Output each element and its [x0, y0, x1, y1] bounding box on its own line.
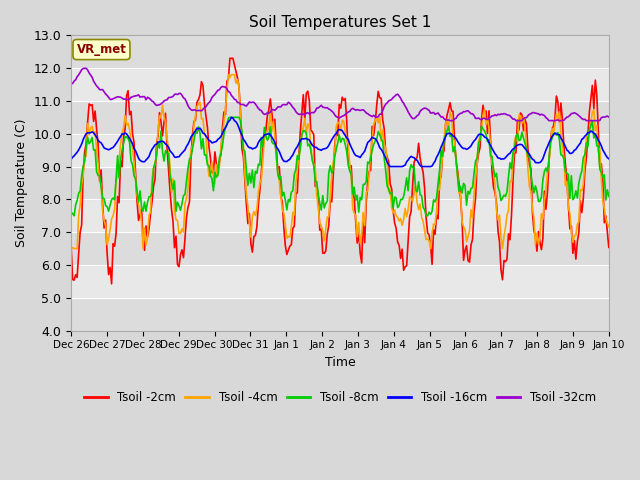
Line: Tsoil -8cm: Tsoil -8cm [71, 117, 609, 216]
Tsoil -16cm [247, 145, 255, 151]
Bar [71, 232, 609, 265]
Tsoil -2cm [605, 244, 612, 250]
Tsoil -32cm [256, 107, 264, 113]
Tsoil -2cm [230, 62, 238, 68]
Tsoil -16cm [228, 114, 236, 120]
Tsoil -4cm [229, 72, 237, 78]
Tsoil -16cm [605, 156, 612, 162]
Tsoil -32cm [83, 65, 90, 71]
Tsoil -32cm [446, 118, 454, 123]
Tsoil -32cm [229, 94, 237, 100]
Tsoil -8cm [70, 213, 78, 219]
Tsoil -8cm [230, 114, 238, 120]
Bar [71, 199, 609, 232]
Tsoil -8cm [248, 167, 256, 173]
Bar [71, 298, 609, 331]
Tsoil -32cm [605, 114, 612, 120]
Tsoil -2cm [248, 249, 256, 255]
Tsoil -16cm [229, 115, 237, 121]
Tsoil -16cm [578, 136, 586, 142]
Tsoil -8cm [257, 135, 265, 141]
Tsoil -2cm [67, 244, 75, 250]
Bar [71, 167, 609, 199]
Line: Tsoil -16cm: Tsoil -16cm [71, 117, 609, 167]
Tsoil -32cm [247, 100, 255, 106]
Bar [71, 68, 609, 101]
Line: Tsoil -32cm: Tsoil -32cm [71, 68, 609, 120]
Tsoil -2cm [578, 210, 586, 216]
Tsoil -2cm [134, 217, 142, 223]
Tsoil -4cm [67, 246, 75, 252]
Tsoil -4cm [133, 192, 141, 198]
Y-axis label: Soil Temperature (C): Soil Temperature (C) [15, 119, 28, 247]
Tsoil -8cm [134, 199, 142, 205]
Tsoil -4cm [225, 72, 232, 78]
Tsoil -8cm [578, 168, 586, 174]
Tsoil -32cm [67, 81, 75, 87]
Tsoil -32cm [578, 116, 586, 121]
Tsoil -16cm [387, 164, 394, 169]
Title: Soil Temperatures Set 1: Soil Temperatures Set 1 [249, 15, 431, 30]
Bar [71, 36, 609, 68]
Tsoil -16cm [133, 152, 141, 157]
Text: VR_met: VR_met [77, 43, 127, 56]
Tsoil -16cm [67, 156, 75, 162]
X-axis label: Time: Time [324, 356, 355, 369]
Tsoil -4cm [304, 121, 312, 127]
Tsoil -32cm [304, 110, 312, 116]
Tsoil -16cm [256, 137, 264, 143]
Line: Tsoil -4cm: Tsoil -4cm [71, 75, 609, 249]
Tsoil -4cm [256, 180, 264, 186]
Tsoil -2cm [257, 170, 265, 176]
Tsoil -2cm [305, 97, 313, 103]
Bar [71, 265, 609, 298]
Tsoil -4cm [247, 234, 255, 240]
Line: Tsoil -2cm: Tsoil -2cm [71, 58, 609, 284]
Tsoil -8cm [226, 114, 234, 120]
Tsoil -4cm [577, 187, 584, 192]
Tsoil -2cm [108, 281, 115, 287]
Tsoil -8cm [605, 193, 612, 199]
Tsoil -8cm [67, 209, 75, 215]
Tsoil -2cm [226, 55, 234, 61]
Tsoil -16cm [304, 136, 312, 142]
Tsoil -4cm [605, 224, 612, 229]
Tsoil -32cm [134, 92, 142, 98]
Bar [71, 101, 609, 134]
Legend: Tsoil -2cm, Tsoil -4cm, Tsoil -8cm, Tsoil -16cm, Tsoil -32cm: Tsoil -2cm, Tsoil -4cm, Tsoil -8cm, Tsoi… [79, 387, 600, 409]
Tsoil -8cm [305, 141, 313, 147]
Bar [71, 134, 609, 167]
